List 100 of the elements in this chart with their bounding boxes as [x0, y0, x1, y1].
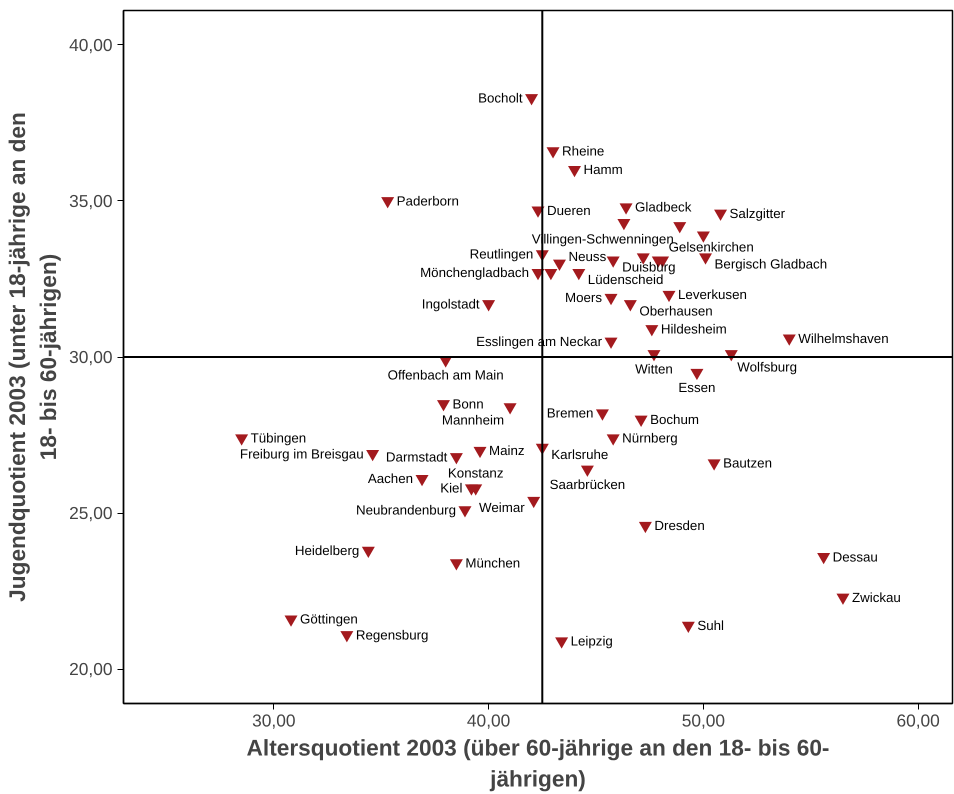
point [617, 219, 630, 230]
point [690, 368, 704, 380]
data-label: Essen [678, 380, 716, 396]
data-label: Hamm [584, 162, 623, 178]
data-label: Salzgitter [730, 206, 786, 221]
x-axis-title: Altersquotient 2003 (über 60-jährige an den 18- bis 60-jährigen) [246, 734, 830, 792]
point [469, 484, 482, 496]
data-label: Mannheim [442, 412, 504, 428]
x-tick-label: 60,00 [896, 710, 940, 730]
x-tick-label: 30,00 [252, 710, 296, 730]
data-label: Bremen [546, 406, 594, 421]
point [450, 559, 463, 571]
data-label: Paderborn [396, 193, 459, 208]
point [568, 166, 582, 178]
data-label: Neubrandenburg [356, 502, 456, 518]
data-label: Leverkusen [678, 287, 747, 302]
point [836, 594, 850, 605]
point [482, 300, 496, 312]
point [817, 553, 830, 564]
point [552, 260, 566, 271]
y-axis-title: Jugendquotient 2003 (unter 18-jährige an den 18- bis 60-jährigen) [4, 112, 62, 602]
y-tick-label: 40,00 [69, 34, 113, 55]
point [714, 210, 728, 221]
point [606, 434, 620, 446]
y-tick-label: 20,00 [69, 659, 113, 680]
data-label: Zwickau [852, 590, 901, 605]
point [546, 147, 560, 158]
point [638, 522, 652, 534]
data-label: Aachen [368, 471, 414, 486]
point [544, 268, 558, 280]
point [284, 615, 298, 627]
data-label: Lüdenscheid [588, 272, 664, 288]
data-label: Offenbach am Main [388, 368, 504, 383]
point [416, 474, 429, 486]
point [673, 222, 686, 234]
data-label: Leipzig [570, 634, 613, 649]
data-label: Regensburg [356, 627, 428, 642]
data-label: Moers [564, 290, 602, 306]
point [381, 197, 394, 208]
point [580, 466, 594, 477]
data-label: Bergisch Gladbach [714, 256, 828, 272]
point [606, 256, 620, 268]
point [662, 290, 676, 302]
data-label: Dessau [832, 549, 878, 564]
data-label: Suhl [697, 618, 724, 633]
data-label: Dueren [547, 202, 591, 218]
data-label: Kiel [440, 480, 462, 496]
point [634, 416, 648, 427]
point [572, 268, 586, 280]
point [527, 496, 540, 508]
data-label: Duisburg [622, 260, 676, 275]
data-label: Mönchengladbach [420, 265, 530, 280]
data-label: Wolfsburg [737, 359, 798, 374]
point [437, 400, 450, 412]
data-label: Saarbrücken [550, 476, 626, 492]
point [624, 300, 637, 312]
point [458, 506, 472, 518]
data-label: Oberhausen [639, 303, 713, 318]
data-label: Bonn [452, 396, 484, 412]
data-label: Nürnberg [622, 430, 678, 446]
data-label: Wilhelmshaven [798, 330, 889, 346]
point [782, 334, 796, 346]
data-label: Bautzen [723, 456, 772, 471]
point [504, 403, 517, 414]
data-label: Karlsruhe [551, 447, 608, 462]
data-label: Rheine [562, 143, 604, 158]
data-label: Bocholt [478, 90, 523, 106]
data-label: Hildesheim [660, 321, 727, 336]
point [340, 631, 354, 642]
data-label: Konstanz [448, 466, 504, 481]
point [555, 637, 568, 649]
data-label: München [465, 556, 520, 571]
point [450, 453, 463, 464]
point [532, 268, 544, 280]
data-label: Weimar [479, 500, 526, 516]
point [708, 459, 721, 471]
data-label: Darmstadt [386, 449, 448, 464]
point [366, 450, 380, 462]
x-tick-label: 40,00 [466, 710, 510, 730]
point [682, 622, 695, 633]
data-label: Freiburg im Breisgau [240, 446, 364, 462]
data-label: Göttingen [300, 612, 358, 627]
point [235, 434, 248, 446]
point [532, 206, 544, 218]
point [604, 294, 618, 306]
data-label: Neuss [568, 248, 607, 264]
point [620, 203, 633, 215]
point [596, 409, 609, 421]
data-label: Reutlingen [470, 246, 534, 262]
data-label: Tübingen [250, 430, 306, 446]
y-tick-label: 35,00 [69, 190, 113, 211]
point [645, 325, 658, 336]
data-label: Dresden [654, 518, 705, 534]
point [699, 253, 712, 265]
y-tick-label: 30,00 [69, 347, 113, 367]
data-label: Witten [635, 361, 673, 376]
point [362, 546, 375, 558]
data-label: Mainz [489, 443, 525, 458]
data-label: Bochum [650, 412, 699, 427]
y-tick-label: 25,00 [69, 503, 113, 524]
